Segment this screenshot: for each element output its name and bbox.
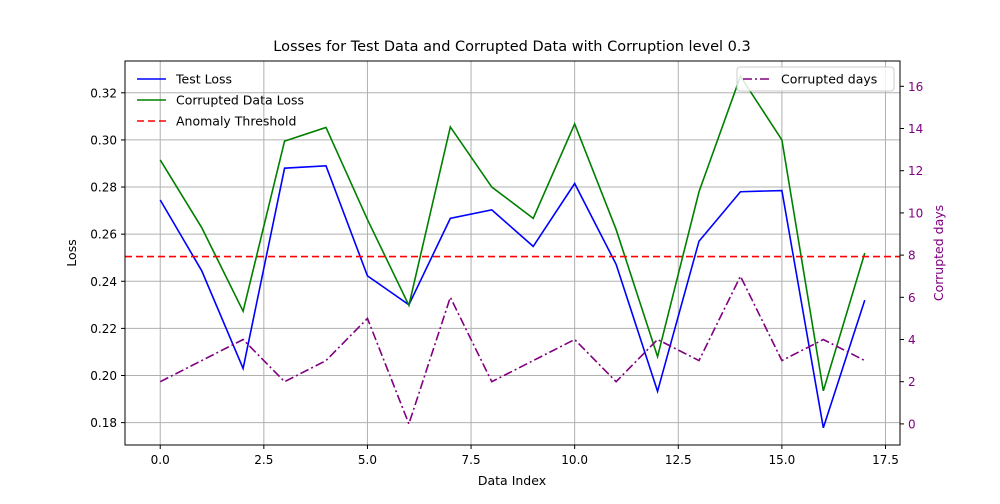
y-axis-left: 0.18 0.20 0.22 0.24 0.26 0.28 0.30 0.32 [90, 86, 125, 430]
x-tick-label: 2.5 [254, 453, 273, 467]
y2-tick-label: 2 [908, 375, 916, 389]
x-tick-label: 15.0 [769, 453, 796, 467]
y2-tick-label: 6 [908, 291, 916, 305]
y-tick-label: 0.24 [90, 275, 117, 289]
x-tick-label: 12.5 [665, 453, 692, 467]
x-axis: 0.0 2.5 5.0 7.5 10.0 12.5 15.0 17.5 [151, 445, 899, 467]
legend-label: Anomaly Threshold [176, 114, 296, 129]
legend-label: Corrupted days [781, 72, 877, 87]
legend-box [736, 66, 895, 92]
y-tick-label: 0.26 [90, 228, 117, 242]
y2-tick-label: 16 [908, 80, 923, 94]
x-tick-label: 7.5 [462, 453, 481, 467]
x-tick-label: 0.0 [151, 453, 170, 467]
y-axis-right: 0 2 4 6 8 10 12 14 16 [900, 80, 923, 431]
y-tick-label: 0.28 [90, 181, 117, 195]
plot-frame [124, 60, 901, 446]
y2-tick-label: 10 [908, 206, 923, 220]
x-tick-label: 17.5 [872, 453, 899, 467]
y2-tick-label: 8 [908, 249, 916, 263]
y-axis-label: Loss [64, 239, 79, 266]
y-tick-label: 0.20 [90, 369, 117, 383]
chart-title: Losses for Test Data and Corrupted Data … [273, 39, 750, 55]
x-tick-label: 10.0 [561, 453, 588, 467]
y-tick-label: 0.22 [90, 322, 117, 336]
y-tick-label: 0.30 [90, 133, 117, 147]
legend-label: Corrupted Data Loss [176, 93, 304, 108]
y-tick-label: 0.32 [90, 86, 117, 100]
y2-tick-label: 12 [908, 164, 923, 178]
x-tick-label: 5.0 [358, 453, 377, 467]
legend-label: Test Loss [175, 72, 232, 87]
x-axis-label: Data Index [478, 473, 546, 488]
legend-right: Corrupted days [736, 66, 895, 92]
legend-left: Test Loss Corrupted Data Loss Anomaly Thre… [137, 72, 304, 129]
y-tick-label: 0.18 [90, 416, 117, 430]
series-line-test-loss [159, 164, 866, 429]
grid [125, 61, 900, 445]
y2-tick-label: 4 [908, 333, 916, 347]
y2-tick-label: 0 [908, 417, 916, 431]
y2-axis-label: Corrupted days [931, 205, 946, 301]
series-line-corrupted-days [159, 274, 866, 427]
y2-tick-label: 14 [908, 122, 923, 136]
